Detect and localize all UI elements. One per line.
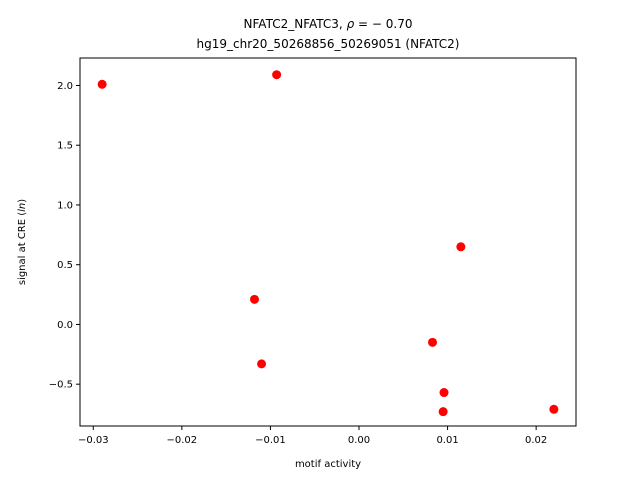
x-tick-label: 0.01 [436, 435, 458, 446]
data-point [272, 70, 282, 80]
data-point [257, 359, 267, 369]
axes-frame [79, 57, 577, 427]
y-tick-label: −0.5 [49, 380, 73, 391]
x-axis: −0.03 −0.02 −0.01 0.00 0.01 0.02 [78, 426, 547, 446]
y-tick-label: 1.5 [57, 141, 73, 152]
plot-area [97, 70, 559, 417]
data-point [249, 294, 259, 304]
data-point [549, 404, 559, 414]
chart-title-line1: NFATC2_NFATC3, ρ = − 0.70 [244, 17, 413, 31]
data-point [456, 242, 466, 252]
y-axis: −0.5 0.0 0.5 1.0 1.5 2.0 [49, 81, 80, 391]
y-tick-label: 0.5 [57, 260, 73, 271]
x-tick-label: −0.02 [167, 435, 198, 446]
x-tick-label: 0.00 [348, 435, 370, 446]
y-tick-label: 1.0 [57, 200, 73, 211]
x-axis-label: motif activity [295, 459, 361, 470]
y-tick-label: 2.0 [57, 81, 73, 92]
x-tick-label: −0.03 [78, 435, 109, 446]
x-tick-label: 0.02 [525, 435, 547, 446]
data-point [428, 337, 438, 347]
y-tick-label: 0.0 [57, 320, 73, 331]
x-tick-label: −0.01 [255, 435, 286, 446]
data-point [438, 407, 448, 417]
y-axis-label: signal at CRE (ln) [17, 199, 28, 285]
data-point [439, 388, 449, 398]
data-point [97, 79, 107, 89]
chart-title-line2: hg19_chr20_50268856_50269051 (NFATC2) [197, 37, 460, 51]
